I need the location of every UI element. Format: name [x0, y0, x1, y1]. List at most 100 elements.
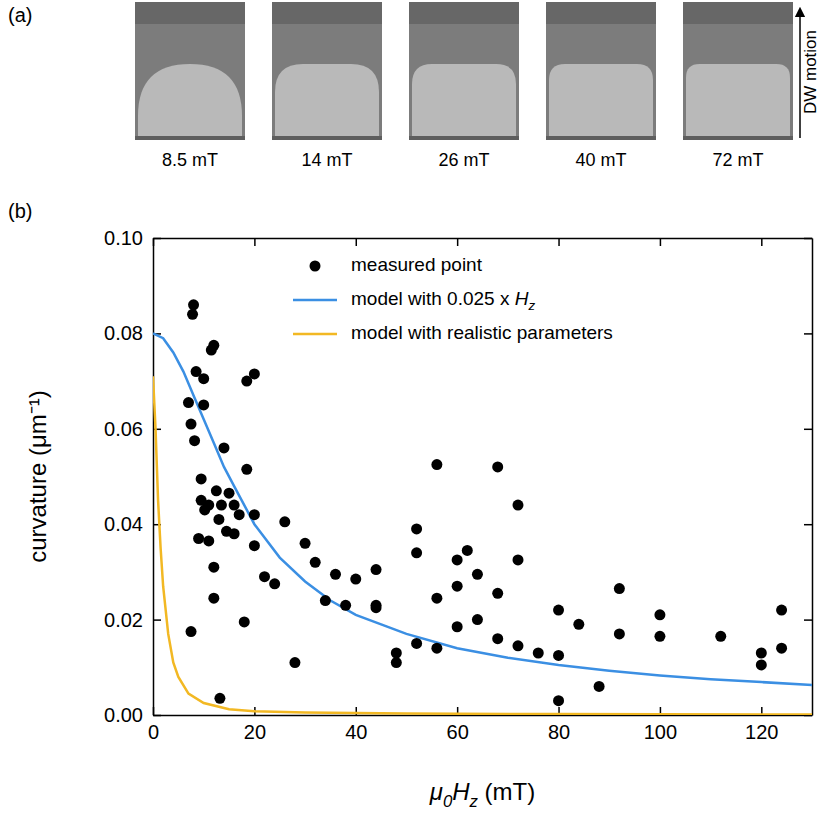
- image-bottom-strip: [135, 136, 245, 140]
- data-point: [330, 569, 341, 580]
- tick-mark: [153, 429, 161, 431]
- data-point: [310, 557, 321, 568]
- data-point: [431, 459, 442, 470]
- data-point: [189, 435, 200, 446]
- legend-label: model with 0.025 x Hz: [351, 288, 535, 312]
- data-point: [249, 509, 260, 520]
- data-point: [188, 299, 199, 310]
- data-point: [229, 528, 240, 539]
- tick: [356, 238, 357, 246]
- panel-letter: (b): [8, 200, 32, 222]
- data-point: [186, 626, 197, 637]
- legend-entry: model with 0.025 x Hz: [293, 288, 535, 312]
- text-part: model with realistic parameters: [351, 322, 613, 343]
- data-point: [614, 583, 625, 594]
- text-part: model with 0.025 x: [351, 288, 515, 309]
- data-point: [350, 574, 361, 585]
- tick-mark: [804, 619, 812, 621]
- data-point: [472, 614, 483, 625]
- axis-title: curvature (μm⁻¹): [24, 390, 51, 563]
- image-label: 40 mT: [575, 150, 626, 170]
- data-point: [218, 442, 229, 453]
- tick-mark: [254, 238, 256, 246]
- legend-entry: model with realistic parameters: [293, 322, 613, 343]
- image-background: [546, 2, 656, 140]
- image-label: 14 mT: [301, 150, 352, 170]
- data-point: [391, 647, 402, 658]
- micrograph: 26 mT: [409, 2, 519, 170]
- data-point: [411, 523, 422, 534]
- tick-mark: [804, 524, 812, 526]
- domain-region: [549, 64, 653, 136]
- data-point: [776, 605, 787, 616]
- tick-mark: [804, 429, 812, 431]
- data-point: [431, 643, 442, 654]
- data-point: [208, 562, 219, 573]
- tick-mark: [660, 238, 662, 246]
- image-top-strip: [272, 2, 382, 24]
- tick: [804, 333, 812, 334]
- image-top-strip: [683, 2, 793, 24]
- tick-label: 80: [548, 721, 570, 743]
- image-background: [683, 2, 793, 140]
- tick-mark: [457, 238, 459, 246]
- tick-mark: [153, 715, 161, 717]
- tick-mark: [558, 238, 560, 246]
- data-point: [776, 643, 787, 654]
- tick: [804, 620, 812, 621]
- tick: [804, 238, 812, 239]
- data-point: [187, 309, 198, 320]
- panel-a: 8.5 mT14 mT26 mT40 mT72 mTDW motion: [135, 2, 820, 170]
- image-bottom-strip: [409, 136, 519, 140]
- data-point: [756, 659, 767, 670]
- data-point: [239, 616, 250, 627]
- data-point: [269, 578, 280, 589]
- axis: [804, 239, 813, 716]
- data-point: [208, 340, 219, 351]
- tick: 0.04: [104, 513, 161, 535]
- micrograph: 8.5 mT: [135, 2, 245, 170]
- data-point: [211, 485, 222, 496]
- data-point: [452, 581, 463, 592]
- data-point: [452, 621, 463, 632]
- axis: [154, 238, 813, 246]
- data-point: [654, 609, 665, 620]
- data-point: [654, 631, 665, 642]
- tick: [804, 715, 812, 716]
- data-point: [203, 535, 214, 546]
- data-point: [533, 647, 544, 658]
- data-point: [573, 619, 584, 630]
- data-point: [340, 600, 351, 611]
- image-top-strip: [409, 2, 519, 24]
- plot-area: [153, 299, 812, 714]
- data-point: [320, 595, 331, 606]
- image-bottom-strip: [546, 136, 656, 140]
- tick-label: 0.02: [104, 609, 143, 631]
- tick-label: 0: [148, 721, 159, 743]
- data-point: [213, 514, 224, 525]
- image-label: 72 mT: [712, 150, 763, 170]
- text-part: (mT): [478, 778, 535, 805]
- data-point: [371, 564, 382, 575]
- legend-swatch: [310, 261, 321, 272]
- tick-label: 120: [745, 721, 778, 743]
- tick: 120: [745, 707, 778, 743]
- tick: 80: [548, 707, 570, 743]
- data-point: [289, 657, 300, 668]
- tick-mark: [804, 238, 812, 240]
- data-point: [241, 464, 252, 475]
- data-point: [594, 681, 605, 692]
- axis: 0.000.020.040.060.080.10: [104, 227, 161, 726]
- image-label: 26 mT: [438, 150, 489, 170]
- data-point: [229, 500, 240, 511]
- panel-letter: (a): [8, 4, 32, 26]
- tick: 100: [644, 707, 677, 743]
- image-top-strip: [135, 2, 245, 24]
- data-point: [249, 368, 260, 379]
- data-point: [492, 633, 503, 644]
- data-point: [431, 593, 442, 604]
- data-point: [196, 473, 207, 484]
- tick-mark: [804, 333, 812, 335]
- tick-label: 0.10: [104, 227, 143, 249]
- model-line: [153, 376, 812, 714]
